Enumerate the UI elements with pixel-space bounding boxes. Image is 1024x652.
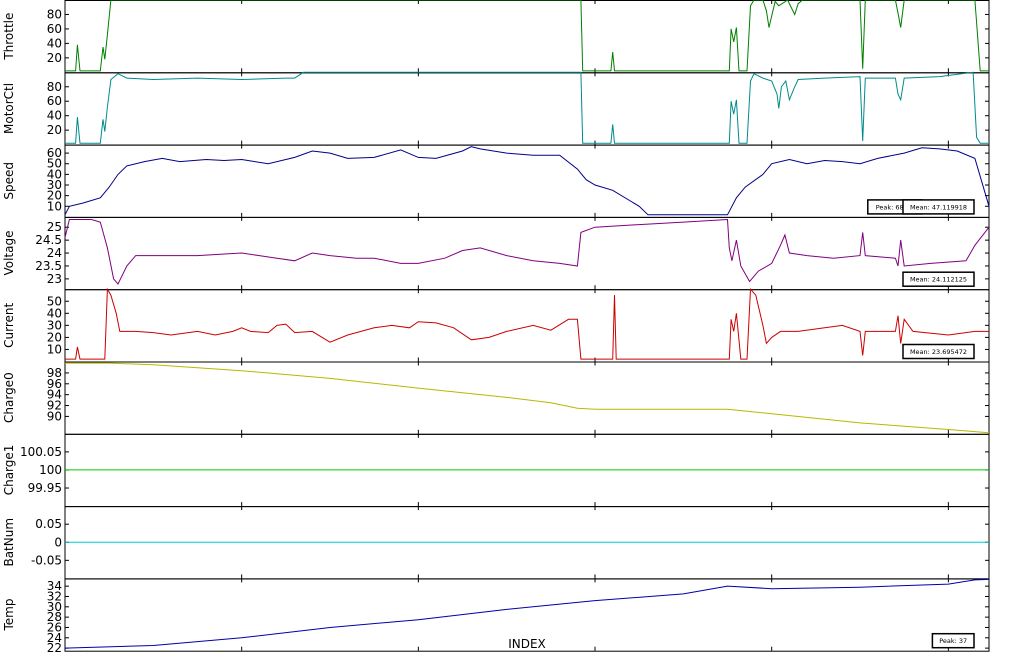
speed-annotation-box (902, 199, 975, 215)
throttle-y-tick-label: 20 (47, 51, 62, 65)
batnum-y-tick-label: -0.05 (31, 553, 62, 567)
speed-y-tick-label: 60 (47, 146, 62, 160)
batnum-y-tick-label: 0 (54, 535, 62, 549)
current-y-tick-label: 50 (47, 294, 62, 308)
speed-y-tick-label: 20 (47, 189, 62, 203)
x-axis: INDEX 02004006008001000 (508, 637, 546, 651)
charge1-y-tick-label: 100.05 (20, 445, 62, 459)
speed-series-line (64, 146, 990, 216)
voltage-frame (64, 216, 990, 291)
current-series-line (65, 287, 989, 360)
motorctl-y-tick-label: 20 (47, 123, 62, 137)
temp-frame (64, 578, 990, 652)
voltage-annotation-box (902, 271, 975, 287)
batnum-y-tick-label: 0.05 (35, 517, 62, 531)
voltage-y-tick-label: 23.5 (35, 259, 62, 273)
voltage-annotation-text: Mean: 24.112125 (910, 276, 967, 284)
speed-annotation-text: Mean: 47.119918 (910, 203, 967, 211)
temp-y-tick-label: 26 (47, 620, 62, 634)
current-annotation-box (902, 343, 975, 360)
voltage-y-tick-label: 24.5 (35, 233, 62, 247)
panel-batnum: -0.05 0 0.05 BatNum (2, 506, 990, 580)
charge0-y-axis-label: Charge0 (2, 372, 16, 423)
charge1-y-tick-label: 100 (39, 463, 62, 477)
charge1-y-tick-label: 99.95 (28, 481, 62, 495)
throttle-y-axis-label: Throttle (2, 13, 16, 61)
panel-charge1: 99.95 100 100.05 Charge1 (2, 433, 990, 508)
speed-y-axis-label: Speed (2, 162, 16, 200)
charge1-y-axis-label: Charge1 (2, 445, 16, 496)
motorctl-y-tick-label: 60 (47, 94, 62, 108)
temp-y-tick-label: 34 (47, 579, 62, 593)
voltage-y-tick-label: 23 (47, 272, 62, 286)
motorctl-frame (64, 72, 990, 146)
temp-y-tick-label: 22 (47, 641, 62, 652)
temp-y-tick-label: 24 (47, 631, 62, 645)
motorctl-y-axis-label: MotorCtl (2, 83, 16, 134)
speed-y-tick-label: 10 (47, 199, 62, 213)
charge0-y-tick-label: 96 (47, 377, 62, 391)
batnum-y-axis-label: BatNum (2, 518, 16, 567)
charge0-y-tick-label: 98 (47, 366, 62, 380)
speed-y-tick-label: 50 (47, 157, 62, 171)
charge0-y-tick-label: 92 (47, 399, 62, 413)
current-y-tick-label: 40 (47, 306, 62, 320)
temp-y-tick-label: 30 (47, 600, 62, 614)
chart-panels: 20406080Throttle20406080MotorCtl10203040… (2, 0, 990, 652)
throttle-y-tick-label: 80 (47, 7, 62, 21)
voltage-y-tick-label: 25 (47, 220, 62, 234)
current-annotation-text: Mean: 23.695472 (910, 348, 967, 356)
speed-y-tick-label: 30 (47, 178, 62, 192)
temp-series-line (64, 578, 990, 649)
temp-y-tick-label: 32 (47, 589, 62, 603)
current-y-tick-label: 30 (47, 318, 62, 332)
speed-annotation-text: Peak: 68.12 (876, 203, 914, 211)
speed-y-tick-label: 40 (47, 167, 62, 181)
throttle-y-tick-label: 40 (47, 36, 62, 50)
throttle-y-tick-label: 60 (47, 22, 62, 36)
speed-frame (64, 144, 990, 218)
current-y-axis-label: Current (2, 303, 16, 348)
motorctl-y-tick-label: 40 (47, 109, 62, 123)
motorctl-y-tick-label: 80 (47, 80, 62, 94)
voltage-y-axis-label: Voltage (2, 231, 16, 276)
current-y-tick-label: 10 (47, 342, 62, 356)
throttle-frame (64, 0, 990, 74)
charge0-frame (64, 361, 990, 435)
temp-y-tick-label: 28 (47, 610, 62, 624)
temp-y-axis-label: Temp (2, 599, 16, 632)
temp-annotation-text: Peak: 37 (939, 637, 967, 645)
voltage-series-line (64, 218, 990, 285)
current-y-tick-label: 20 (47, 330, 62, 344)
motorctl-series-line (65, 71, 989, 144)
charge0-y-tick-label: 94 (47, 388, 62, 402)
voltage-y-tick-label: 24 (47, 246, 62, 260)
x-axis-label: INDEX (508, 637, 546, 651)
throttle-series-line (65, 0, 989, 72)
temp-annotation-box (931, 632, 975, 649)
charge0-y-tick-label: 90 (47, 409, 62, 423)
charge1-frame (64, 433, 990, 508)
current-frame (64, 289, 990, 363)
charge0-series-line (65, 362, 990, 434)
